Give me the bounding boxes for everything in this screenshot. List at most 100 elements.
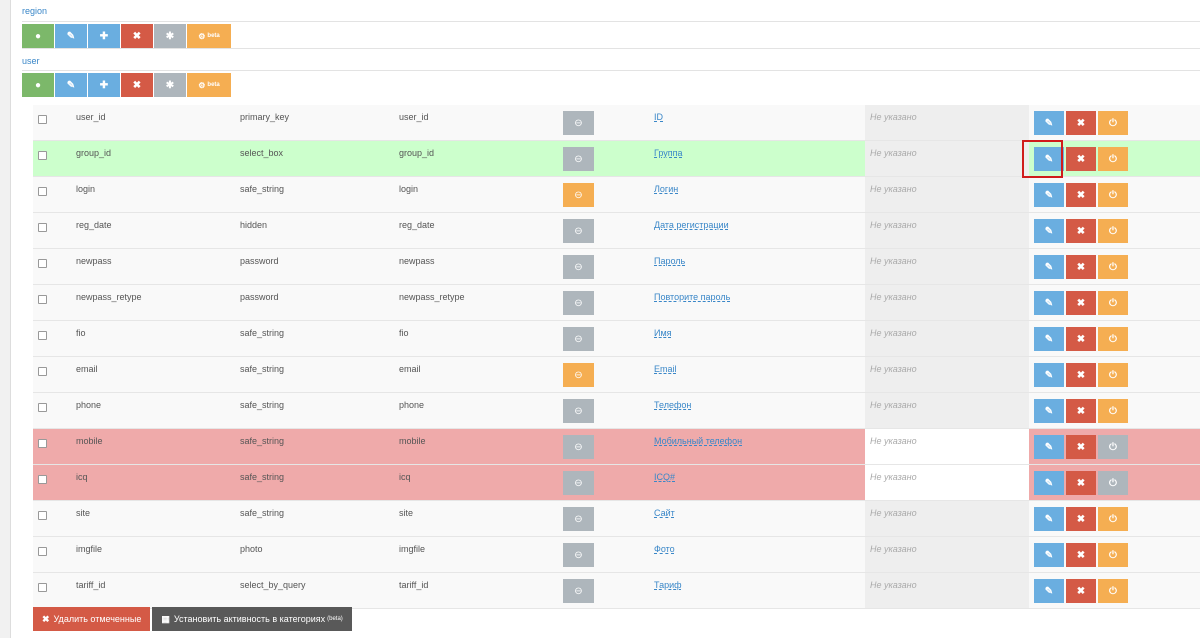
row-edit-button[interactable]: ✎ [1034, 579, 1064, 603]
set-activity-button[interactable]: ▦ Установить активность в категориях (beta… [152, 607, 352, 631]
row-checkbox[interactable] [38, 583, 47, 592]
user-settings-beta-button[interactable]: ⚙ beta [187, 73, 231, 97]
delete-selected-button[interactable]: ✖ Удалить отмеченные [33, 607, 151, 631]
row-activate-button[interactable]: ⏻ [1098, 147, 1128, 171]
region-asterisk-button[interactable]: ✱ [154, 24, 186, 48]
row-edit-button[interactable]: ✎ [1034, 543, 1064, 567]
field-title-link[interactable]: ID [654, 112, 663, 122]
row-edit-button[interactable]: ✎ [1034, 471, 1064, 495]
row-activate-button[interactable]: ⏻ [1098, 363, 1128, 387]
toggle-state-button[interactable]: ⊖ [563, 435, 594, 459]
row-checkbox[interactable] [38, 223, 47, 232]
unset-cell-bg [865, 213, 1029, 248]
field-title-link[interactable]: Тариф [654, 580, 682, 590]
field-title-link[interactable]: Имя [654, 328, 672, 338]
user-delete-button[interactable]: ✖ [121, 73, 153, 97]
row-edit-button[interactable]: ✎ [1034, 291, 1064, 315]
row-checkbox[interactable] [38, 367, 47, 376]
row-activate-button[interactable]: ⏻ [1098, 435, 1128, 459]
row-activate-button[interactable]: ⏻ [1098, 255, 1128, 279]
region-delete-button[interactable]: ✖ [121, 24, 153, 48]
row-activate-button[interactable]: ⏻ [1098, 507, 1128, 531]
row-checkbox[interactable] [38, 403, 47, 412]
row-delete-button[interactable]: ✖ [1066, 363, 1096, 387]
row-edit-button[interactable]: ✎ [1034, 255, 1064, 279]
row-edit-button[interactable]: ✎ [1034, 363, 1064, 387]
toggle-state-button[interactable]: ⊖ [563, 219, 594, 243]
row-delete-button[interactable]: ✖ [1066, 471, 1096, 495]
row-delete-button[interactable]: ✖ [1066, 579, 1096, 603]
toggle-state-button[interactable]: ⊖ [563, 363, 594, 387]
toggle-state-button[interactable]: ⊖ [563, 111, 594, 135]
row-checkbox[interactable] [38, 511, 47, 520]
row-checkbox[interactable] [38, 475, 47, 484]
row-edit-button[interactable]: ✎ [1034, 219, 1064, 243]
user-user-button[interactable]: ● [22, 73, 54, 97]
row-edit-button[interactable]: ✎ [1034, 399, 1064, 423]
pencil-icon: ✎ [1044, 585, 1054, 597]
row-activate-button[interactable]: ⏻ [1098, 471, 1128, 495]
row-delete-button[interactable]: ✖ [1066, 147, 1096, 171]
toggle-state-button[interactable]: ⊖ [563, 147, 594, 171]
field-title-link[interactable]: ICQ# [654, 472, 676, 482]
row-checkbox[interactable] [38, 439, 47, 448]
row-edit-button[interactable]: ✎ [1034, 147, 1064, 171]
row-checkbox[interactable] [38, 331, 47, 340]
toggle-state-button[interactable]: ⊖ [563, 399, 594, 423]
toggle-state-button[interactable]: ⊖ [563, 255, 594, 279]
region-user-button[interactable]: ● [22, 24, 54, 48]
row-checkbox[interactable] [38, 151, 47, 160]
user-asterisk-button[interactable]: ✱ [154, 73, 186, 97]
row-checkbox[interactable] [38, 115, 47, 124]
toggle-state-button[interactable]: ⊖ [563, 471, 594, 495]
toggle-state-button[interactable]: ⊖ [563, 327, 594, 351]
row-edit-button[interactable]: ✎ [1034, 507, 1064, 531]
row-edit-button[interactable]: ✎ [1034, 435, 1064, 459]
row-delete-button[interactable]: ✖ [1066, 111, 1096, 135]
row-activate-button[interactable]: ⏻ [1098, 543, 1128, 567]
row-checkbox[interactable] [38, 187, 47, 196]
row-checkbox[interactable] [38, 259, 47, 268]
row-delete-button[interactable]: ✖ [1066, 183, 1096, 207]
field-title-link[interactable]: Email [654, 364, 677, 374]
row-activate-button[interactable]: ⏻ [1098, 579, 1128, 603]
field-title-link[interactable]: Мобильный телефон [654, 436, 743, 446]
row-edit-button[interactable]: ✎ [1034, 111, 1064, 135]
row-delete-button[interactable]: ✖ [1066, 255, 1096, 279]
field-title-link[interactable]: Логин [654, 184, 679, 194]
row-delete-button[interactable]: ✖ [1066, 399, 1096, 423]
toggle-state-button[interactable]: ⊖ [563, 183, 594, 207]
toggle-state-button[interactable]: ⊖ [563, 579, 594, 603]
field-title-link[interactable]: Повторите пароль [654, 292, 731, 302]
toggle-state-button[interactable]: ⊖ [563, 291, 594, 315]
field-title-link[interactable]: Пароль [654, 256, 686, 266]
region-add-button[interactable]: ✚ [88, 24, 120, 48]
row-edit-button[interactable]: ✎ [1034, 327, 1064, 351]
user-add-button[interactable]: ✚ [88, 73, 120, 97]
field-title-link[interactable]: Группа [654, 148, 683, 158]
field-title-link[interactable]: Сайт [654, 508, 675, 518]
row-activate-button[interactable]: ⏻ [1098, 183, 1128, 207]
row-delete-button[interactable]: ✖ [1066, 291, 1096, 315]
field-title-link[interactable]: Фото [654, 544, 675, 554]
toggle-state-button[interactable]: ⊖ [563, 543, 594, 567]
region-settings-beta-button[interactable]: ⚙ beta [187, 24, 231, 48]
field-title-link[interactable]: Дата регистрации [654, 220, 729, 230]
row-delete-button[interactable]: ✖ [1066, 327, 1096, 351]
row-checkbox[interactable] [38, 547, 47, 556]
row-activate-button[interactable]: ⏻ [1098, 399, 1128, 423]
row-delete-button[interactable]: ✖ [1066, 435, 1096, 459]
row-delete-button[interactable]: ✖ [1066, 543, 1096, 567]
region-edit-button[interactable]: ✎ [55, 24, 87, 48]
row-delete-button[interactable]: ✖ [1066, 507, 1096, 531]
user-edit-button[interactable]: ✎ [55, 73, 87, 97]
row-activate-button[interactable]: ⏻ [1098, 219, 1128, 243]
row-activate-button[interactable]: ⏻ [1098, 111, 1128, 135]
toggle-state-button[interactable]: ⊖ [563, 507, 594, 531]
row-activate-button[interactable]: ⏻ [1098, 327, 1128, 351]
row-activate-button[interactable]: ⏻ [1098, 291, 1128, 315]
row-edit-button[interactable]: ✎ [1034, 183, 1064, 207]
field-title-link[interactable]: Телефон [654, 400, 692, 410]
row-delete-button[interactable]: ✖ [1066, 219, 1096, 243]
row-checkbox[interactable] [38, 295, 47, 304]
